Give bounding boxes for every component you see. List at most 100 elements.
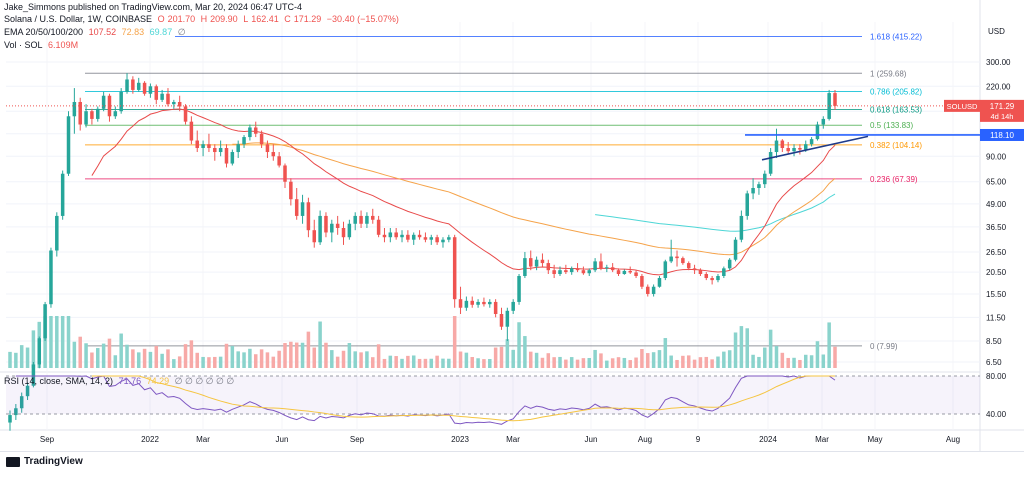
ema50-value: 72.83 <box>121 27 145 37</box>
candle-body <box>476 301 480 305</box>
volume-bar <box>768 329 773 368</box>
candle-body <box>84 111 88 125</box>
candle-body <box>8 415 12 423</box>
volume-bar <box>388 355 393 368</box>
volume-bar <box>43 316 47 368</box>
volume-bar <box>259 349 264 368</box>
candle-body <box>236 144 240 153</box>
volume-bar <box>218 356 223 368</box>
volume-bar <box>347 343 352 368</box>
candle-body <box>640 275 644 287</box>
volume-bar <box>523 336 527 368</box>
tradingview-logo[interactable]: TradingView <box>6 456 83 467</box>
candle-body <box>470 300 474 305</box>
volume-bar <box>435 355 439 368</box>
fib-level-label: 1 (259.68) <box>870 69 907 78</box>
volume-bar <box>224 343 229 368</box>
candle-body <box>499 314 504 327</box>
volume-bar <box>49 316 53 368</box>
price-tick-label: 8.50 <box>986 337 1002 346</box>
low-label: L <box>243 14 249 24</box>
ema-label[interactable]: EMA 20/50/100/200 <box>4 27 84 37</box>
line-price-badge-text: 118.10 <box>990 131 1014 140</box>
candle-body <box>727 259 732 269</box>
footer-bar: TradingView <box>0 451 1024 473</box>
volume-bar <box>821 354 826 368</box>
currency-label: USD <box>988 27 1005 36</box>
candle-body <box>792 148 796 152</box>
volume-bar <box>19 345 24 368</box>
candle-body <box>271 152 276 157</box>
candle-body <box>751 188 755 194</box>
candle-body <box>523 258 527 276</box>
volume-bar <box>452 316 457 368</box>
volume-bar <box>177 356 182 368</box>
candle-body <box>207 144 211 149</box>
time-tick-label: 2024 <box>759 435 777 444</box>
volume-bar <box>593 349 597 368</box>
volume-bar <box>657 350 662 368</box>
fib-level-label: 0 (7.99) <box>870 342 898 351</box>
candle-body <box>406 234 410 240</box>
symbol-title[interactable]: Solana / U.S. Dollar, 1W, COINBASE <box>4 14 153 24</box>
candle-body <box>265 144 270 153</box>
candle-body <box>423 237 428 240</box>
candle-body <box>60 173 65 216</box>
tradingview-logo-icon <box>6 456 20 467</box>
candle-body <box>277 156 281 166</box>
candle-body <box>610 267 615 271</box>
ema20-value: 107.52 <box>88 27 117 37</box>
candle-body <box>686 263 691 269</box>
candle-body <box>587 270 592 274</box>
candle-body <box>534 259 539 267</box>
volume-bar <box>587 357 592 368</box>
volume-bar <box>447 358 451 368</box>
candle-body <box>698 270 703 275</box>
volume-bar <box>25 347 30 368</box>
time-tick-label: Sep <box>350 435 365 444</box>
fib-level-label: 0.236 (67.39) <box>870 175 918 184</box>
candle-body <box>136 82 141 90</box>
volume-bar <box>236 351 240 368</box>
candle-body <box>119 91 123 112</box>
volume-bar <box>686 355 691 368</box>
volume-bar <box>763 347 767 368</box>
candle-body <box>371 215 375 220</box>
candle-body <box>107 95 112 117</box>
volume-bar <box>131 349 135 368</box>
volume-bar <box>646 353 650 368</box>
rsi-tick-label: 80.00 <box>986 372 1007 381</box>
candle-body <box>49 250 53 305</box>
candle-body <box>218 148 223 153</box>
candle-body <box>739 215 744 240</box>
candle-body <box>101 95 106 109</box>
rsi-label[interactable]: RSI (14, close, SMA, 14, 2) <box>4 376 114 386</box>
candle-body <box>616 270 621 275</box>
rsi-sma-value: 74.29 <box>146 376 170 386</box>
volume-bar <box>569 357 574 368</box>
volume-bar <box>8 351 12 368</box>
volume-bar <box>166 349 170 368</box>
candle-body <box>394 232 398 238</box>
publisher-note: Jake_Simmons published on TradingView.co… <box>4 2 302 12</box>
high-value: 209.90 <box>210 14 238 24</box>
time-tick-label: Aug <box>946 435 960 444</box>
fib-level-label: 0.618 (163.53) <box>870 106 922 115</box>
candle-body <box>809 139 814 145</box>
volume-label[interactable]: Vol · SOL <box>4 40 43 50</box>
candle-body <box>488 301 492 305</box>
rsi-sma-line <box>91 375 835 422</box>
legend-volume-row: Vol · SOL 6.109M <box>4 40 81 50</box>
legend-symbol-row: Solana / U.S. Dollar, 1W, COINBASE O 201.… <box>4 14 405 24</box>
candle-body <box>441 239 445 243</box>
time-tick-label: 2023 <box>451 435 469 444</box>
candle-body <box>581 270 586 274</box>
candle-body <box>14 408 18 416</box>
candle-body <box>177 101 182 107</box>
candle-body <box>692 268 697 271</box>
candle-body <box>43 304 47 339</box>
price-tick-label: 90.00 <box>986 152 1007 161</box>
candle-body <box>388 232 393 238</box>
volume-bar <box>376 344 381 368</box>
